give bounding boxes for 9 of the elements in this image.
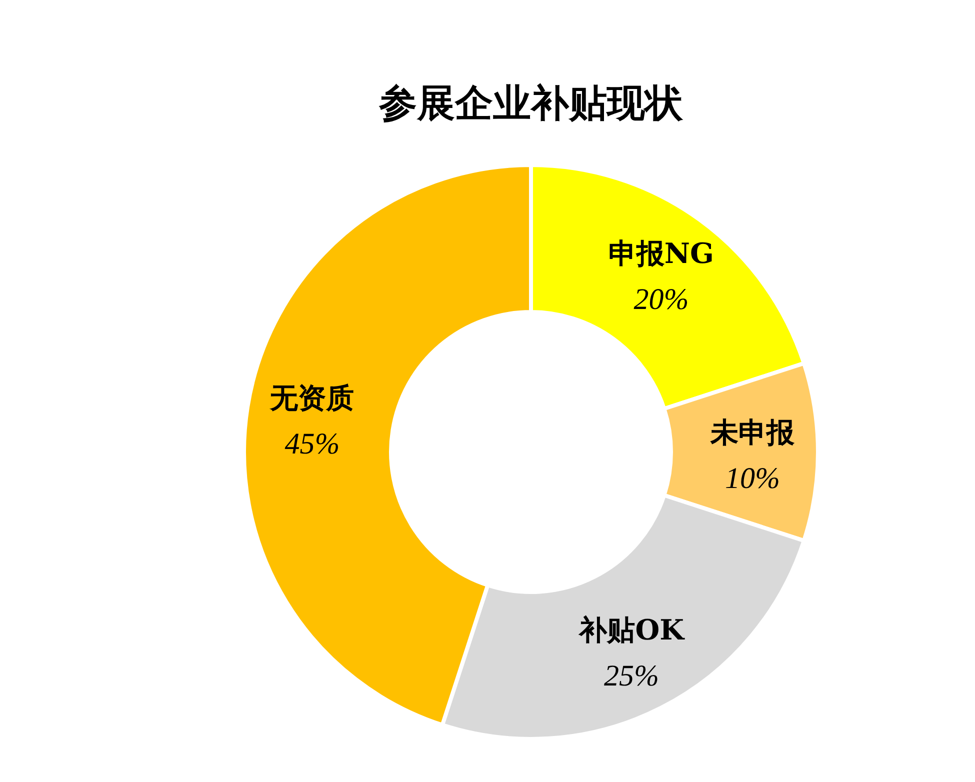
data-label: 10%: [725, 462, 780, 495]
slice-label: 无资质: [269, 381, 354, 414]
data-label: 25%: [604, 659, 660, 692]
slice-label: 申报NG: [608, 236, 714, 270]
slice-label: 补贴OK: [578, 613, 686, 646]
data-label: 45%: [284, 427, 340, 460]
chart-title: 参展企业补贴现状: [378, 81, 684, 125]
slice-label: 未申报: [710, 416, 796, 449]
data-label: 20%: [634, 282, 689, 316]
